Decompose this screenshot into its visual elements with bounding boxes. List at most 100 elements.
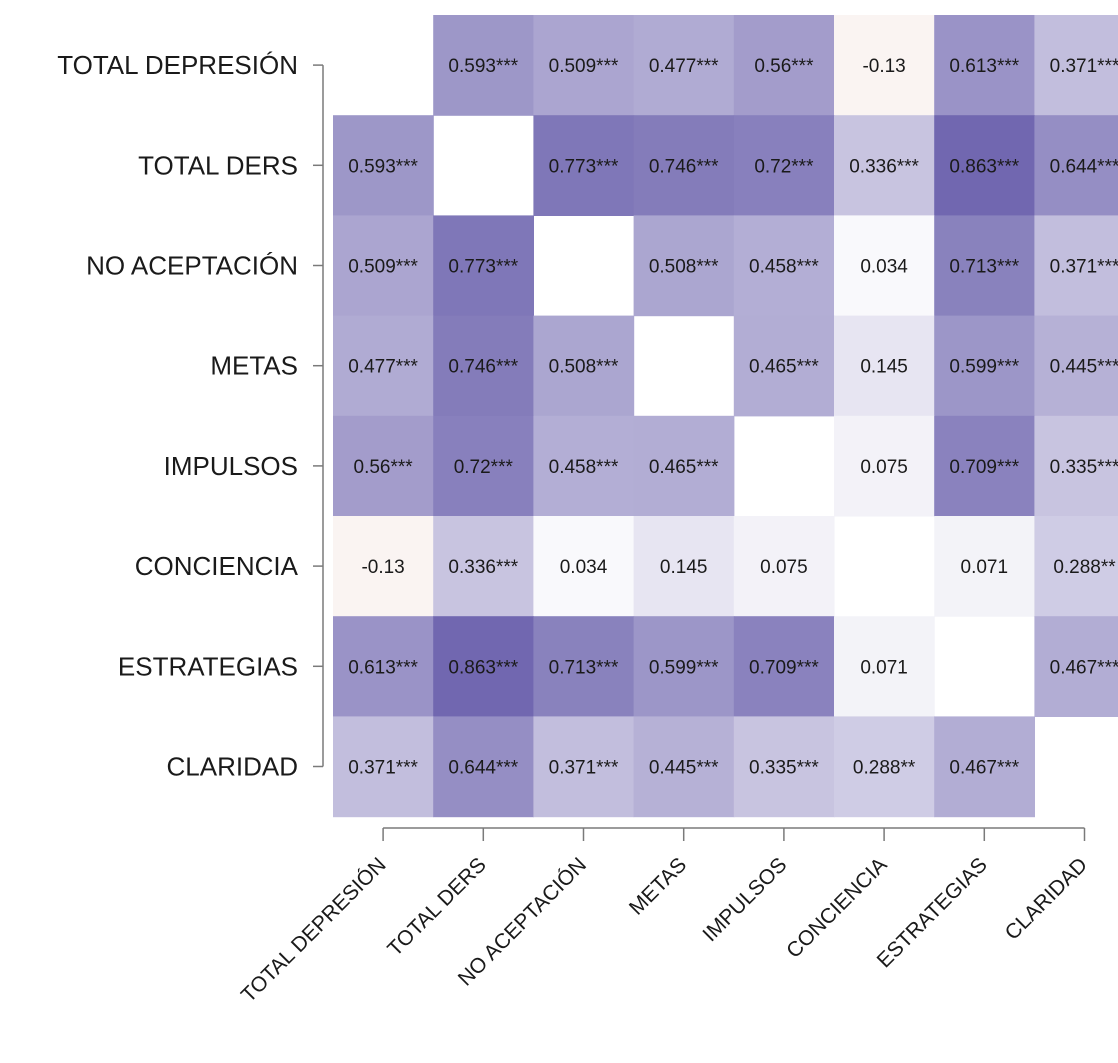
heatmap-cell: [533, 315, 635, 417]
heatmap-cell: [333, 716, 434, 818]
cell-value-label: 0.034: [560, 557, 608, 578]
y-tick-label: CLARIDAD: [167, 752, 298, 782]
cell-value-label: 0.075: [760, 557, 808, 578]
cell-value-label: 0.613***: [949, 56, 1019, 77]
heatmap-cell: [1034, 516, 1118, 617]
cell-value-label: 0.593***: [348, 156, 418, 177]
cell-value-label: 0.56***: [754, 56, 814, 77]
heatmap-cell: [333, 115, 434, 216]
cell-value-label: 0.773***: [448, 257, 518, 278]
cell-value-label: 0.477***: [649, 56, 719, 77]
heatmap-cell: [633, 415, 735, 517]
heatmap-cell: [834, 616, 935, 717]
cell-value-label: 0.593***: [448, 56, 518, 77]
cell-value-label: 0.746***: [649, 156, 719, 177]
heatmap-cell: [433, 616, 534, 717]
cell-value-label: 0.075: [860, 457, 908, 478]
heatmap-cell: [834, 15, 935, 116]
heatmap-cell: [934, 516, 1035, 617]
x-tick-label: CLARIDAD: [1001, 853, 1092, 944]
cell-value-label: 0.599***: [949, 357, 1019, 378]
heatmap-cell: [733, 15, 835, 116]
cell-value-label: 0.863***: [448, 657, 518, 678]
heatmap-cell: [533, 415, 635, 517]
heatmap-cell: [733, 215, 835, 317]
heatmap-cell: [934, 115, 1035, 216]
y-tick-label: CONCIENCIA: [135, 551, 299, 581]
cell-value-label: 0.644***: [1050, 156, 1118, 177]
cell-value-label: 0.508***: [549, 357, 619, 378]
y-tick-label: TOTAL DERS: [138, 150, 298, 180]
cell-value-label: 0.335***: [1050, 457, 1118, 478]
heatmap-cell: [1034, 15, 1118, 116]
cell-value-label: -0.13: [862, 56, 905, 77]
cell-value-label: 0.445***: [1050, 357, 1118, 378]
cell-value-label: 0.644***: [448, 758, 518, 779]
heatmap-cell-labels: 0.593*** 0.509*** 0.477*** 0.56*** -0.13 0.61…: [348, 56, 1118, 778]
cell-value-label: 0.467***: [1050, 657, 1118, 678]
cell-value-label: 0.773***: [549, 156, 619, 177]
cell-value-label: 0.071: [961, 557, 1009, 578]
heatmap-cell: [633, 15, 735, 116]
heatmap-cell: [834, 716, 935, 818]
heatmap-cell: [333, 616, 434, 717]
cell-value-label: 0.371***: [1050, 257, 1118, 278]
heatmap-cell: [333, 415, 434, 517]
cell-value-label: 0.145: [860, 357, 908, 378]
x-tick-label: ESTRATEGIAS: [873, 853, 992, 972]
x-tick-label: IMPULSOS: [698, 853, 791, 946]
cell-value-label: 0.034: [860, 257, 908, 278]
heatmap-cell: [633, 516, 735, 617]
heatmap-cell: [733, 115, 835, 216]
cell-value-label: 0.371***: [348, 758, 418, 779]
cell-value-label: 0.713***: [549, 657, 619, 678]
heatmap-cell: [834, 115, 935, 216]
heatmap-cell: [433, 415, 534, 517]
cell-value-label: 0.713***: [949, 257, 1019, 278]
cell-value-label: 0.477***: [348, 357, 418, 378]
cell-value-label: 0.508***: [649, 257, 719, 278]
heatmap-cells: [333, 15, 1118, 818]
heatmap-cell: [333, 516, 434, 617]
heatmap-cell: [633, 115, 735, 216]
heatmap-cell: [733, 315, 835, 417]
x-tick-label: TOTAL DEPRESIÓN: [237, 853, 391, 1007]
cell-value-label: 0.599***: [649, 657, 719, 678]
cell-value-label: 0.445***: [649, 758, 719, 779]
cell-value-label: 0.72***: [454, 457, 514, 478]
cell-value-label: 0.613***: [348, 657, 418, 678]
cell-value-label: 0.467***: [949, 758, 1019, 779]
x-tick-label: CONCIENCIA: [782, 853, 892, 963]
cell-value-label: 0.746***: [448, 357, 518, 378]
cell-value-label: 0.509***: [348, 257, 418, 278]
heatmap-cell: [733, 516, 835, 617]
heatmap-cell: [533, 15, 635, 116]
cell-value-label: 0.335***: [749, 758, 819, 779]
heatmap-cell: [1034, 415, 1118, 517]
heatmap-cell: [633, 616, 735, 717]
cell-value-label: 0.458***: [749, 257, 819, 278]
heatmap-cell: [733, 716, 835, 818]
cell-value-label: 0.509***: [549, 56, 619, 77]
cell-value-label: 0.709***: [949, 457, 1019, 478]
y-axis: TOTAL DEPRESIÓN TOTAL DERS NO ACEPTACIÓN ME…: [57, 50, 324, 782]
x-tick-label: METAS: [625, 853, 691, 919]
heatmap-cell: [533, 616, 635, 717]
cell-value-label: 0.336***: [448, 557, 518, 578]
heatmap-cell: [533, 516, 635, 617]
heatmap-cell: [1034, 616, 1118, 717]
y-tick-label: METAS: [210, 351, 298, 381]
cell-value-label: 0.465***: [749, 357, 819, 378]
heatmap-cell: [934, 415, 1035, 517]
cell-value-label: 0.288**: [1053, 557, 1116, 578]
heatmap-cell: [433, 15, 534, 116]
heatmap-cell: [433, 516, 534, 617]
heatmap-cell: [533, 115, 635, 216]
cell-value-label: 0.458***: [549, 457, 619, 478]
cell-value-label: 0.371***: [549, 758, 619, 779]
heatmap-cell: [533, 716, 635, 818]
cell-value-label: 0.56***: [354, 457, 414, 478]
y-tick-label: TOTAL DEPRESIÓN: [57, 50, 298, 80]
heatmap-cell: [433, 716, 534, 818]
